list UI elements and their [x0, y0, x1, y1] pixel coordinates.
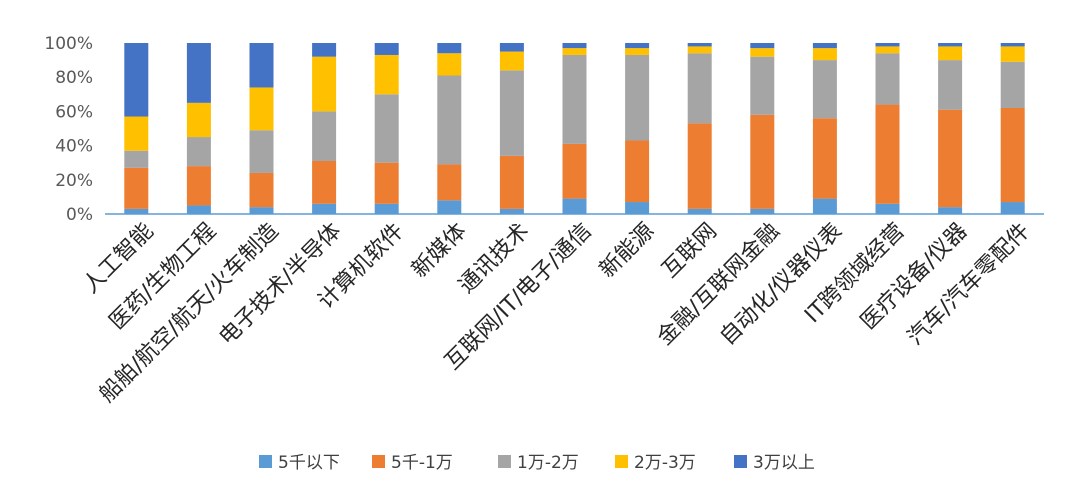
bar-segment-s2-c5 [437, 75, 462, 165]
bar-segment-s4-c10 [750, 43, 775, 49]
bar-segment-s0-c3 [312, 203, 337, 214]
bar-segment-s0-c9 [687, 208, 712, 214]
legend-label: 3万以上 [753, 453, 815, 473]
bar-segment-s4-c12 [875, 43, 900, 47]
bar-segment-s4-c0 [124, 43, 149, 117]
bar-segment-s0-c13 [938, 207, 963, 214]
bar-segment-s4-c2 [249, 43, 274, 88]
bar-segment-s1-c2 [249, 172, 274, 208]
bar-segment-s1-c14 [1000, 107, 1025, 203]
bar-segment-s3-c13 [938, 46, 963, 61]
bar-segment-s4-c7 [562, 43, 587, 49]
bar-segment-s0-c7 [562, 198, 587, 214]
legend-swatch [734, 455, 747, 468]
bar-segment-s1-c3 [312, 160, 337, 204]
bar-segment-s0-c4 [374, 203, 399, 214]
bar-segment-s1-c6 [499, 155, 524, 209]
legend-swatch [372, 455, 385, 468]
bar-segment-s3-c1 [186, 102, 211, 138]
bar-segment-s3-c8 [625, 48, 650, 55]
bar-segment-s4-c8 [625, 43, 650, 49]
bar-segment-s2-c4 [374, 94, 399, 163]
x-axis-labels: 人工智能医药/生物工程船舶/航空/航天/火车制造电子技术/半导体计算机软件新媒体… [79, 219, 1035, 408]
legend-swatch [498, 455, 511, 468]
bar-segment-s3-c3 [312, 56, 337, 112]
bar-segment-s2-c0 [124, 150, 149, 168]
y-tick-label: 60% [55, 102, 93, 122]
bar-segment-s0-c8 [625, 202, 650, 214]
bar-segment-s1-c4 [374, 162, 399, 204]
legend: 5千以下 5千-1万 1万-2万 2万-3万 3万以上 [259, 453, 815, 473]
bar-segment-s2-c9 [687, 53, 712, 124]
bar-segment-s3-c12 [875, 46, 900, 54]
legend-label: 5千-1万 [391, 453, 453, 473]
bar-segment-s2-c2 [249, 130, 274, 173]
bar-segment-s4-c9 [687, 43, 712, 47]
bar-segment-s2-c8 [625, 54, 650, 141]
y-axis: 0% 20% 40% 60% 80% 100% [44, 34, 93, 225]
bar-segment-s3-c2 [249, 87, 274, 131]
bar-segment-s0-c10 [750, 208, 775, 214]
bar-segment-s0-c6 [499, 208, 524, 214]
bar-segment-s0-c12 [875, 203, 900, 214]
bar-segment-s0-c11 [812, 198, 837, 214]
bar-segment-s4-c11 [812, 43, 837, 49]
bar-segment-s2-c3 [312, 111, 337, 161]
bar-segment-s4-c3 [312, 43, 337, 57]
y-tick-label: 20% [55, 171, 93, 191]
bar-segment-s0-c5 [437, 200, 462, 214]
bar-segment-s1-c10 [750, 114, 775, 209]
legend-label: 5千以下 [278, 453, 340, 473]
bar-segment-s2-c14 [1000, 61, 1025, 108]
bar-segment-s3-c7 [562, 48, 587, 55]
bar-segment-s4-c14 [1000, 43, 1025, 47]
bar-segment-s1-c11 [812, 118, 837, 199]
y-tick-label: 80% [55, 68, 93, 88]
bar-segment-s2-c11 [812, 60, 837, 119]
bar-segment-s3-c0 [124, 116, 149, 151]
bar-segment-s2-c10 [750, 56, 775, 115]
y-tick-label: 0% [66, 205, 93, 225]
bar-segment-s0-c14 [1000, 202, 1025, 214]
bar-segment-s2-c12 [875, 53, 900, 105]
bar-segment-s3-c10 [750, 48, 775, 57]
bar-segment-s3-c11 [812, 48, 837, 61]
bar-segment-s3-c6 [499, 51, 524, 71]
bar-segment-s1-c0 [124, 167, 149, 209]
bar-segment-s2-c1 [186, 137, 211, 167]
legend-swatch [259, 455, 272, 468]
legend-swatch [615, 455, 628, 468]
bar-segment-s4-c6 [499, 43, 524, 52]
bar-segment-s0-c0 [124, 208, 149, 214]
bar-segment-s2-c13 [938, 60, 963, 110]
bar-segment-s3-c14 [1000, 46, 1025, 62]
y-tick-label: 100% [44, 34, 93, 54]
bar-segment-s3-c4 [374, 54, 399, 95]
bar-segment-s3-c5 [437, 53, 462, 76]
bar-segment-s1-c8 [625, 140, 650, 203]
bar-segment-s4-c1 [186, 43, 211, 103]
bar-segment-s3-c9 [687, 46, 712, 54]
bar-segment-s2-c7 [562, 54, 587, 144]
bar-segment-s4-c13 [938, 43, 963, 47]
bar-segment-s4-c5 [437, 43, 462, 54]
x-tick-label: 新能源 [595, 219, 659, 283]
legend-label: 2万-3万 [634, 453, 696, 473]
bar-segment-s1-c12 [875, 104, 900, 204]
bar-segment-s1-c7 [562, 143, 587, 199]
bars-group [124, 43, 1025, 214]
legend-label: 1万-2万 [517, 453, 579, 473]
bar-segment-s1-c13 [938, 109, 963, 208]
bar-segment-s0-c1 [186, 205, 211, 214]
bar-segment-s4-c4 [374, 43, 399, 55]
bar-segment-s2-c6 [499, 70, 524, 156]
bar-segment-s0-c2 [249, 207, 274, 214]
bar-segment-s1-c1 [186, 166, 211, 206]
y-tick-label: 40% [55, 137, 93, 157]
bar-segment-s1-c5 [437, 164, 462, 201]
bar-segment-s1-c9 [687, 123, 712, 209]
